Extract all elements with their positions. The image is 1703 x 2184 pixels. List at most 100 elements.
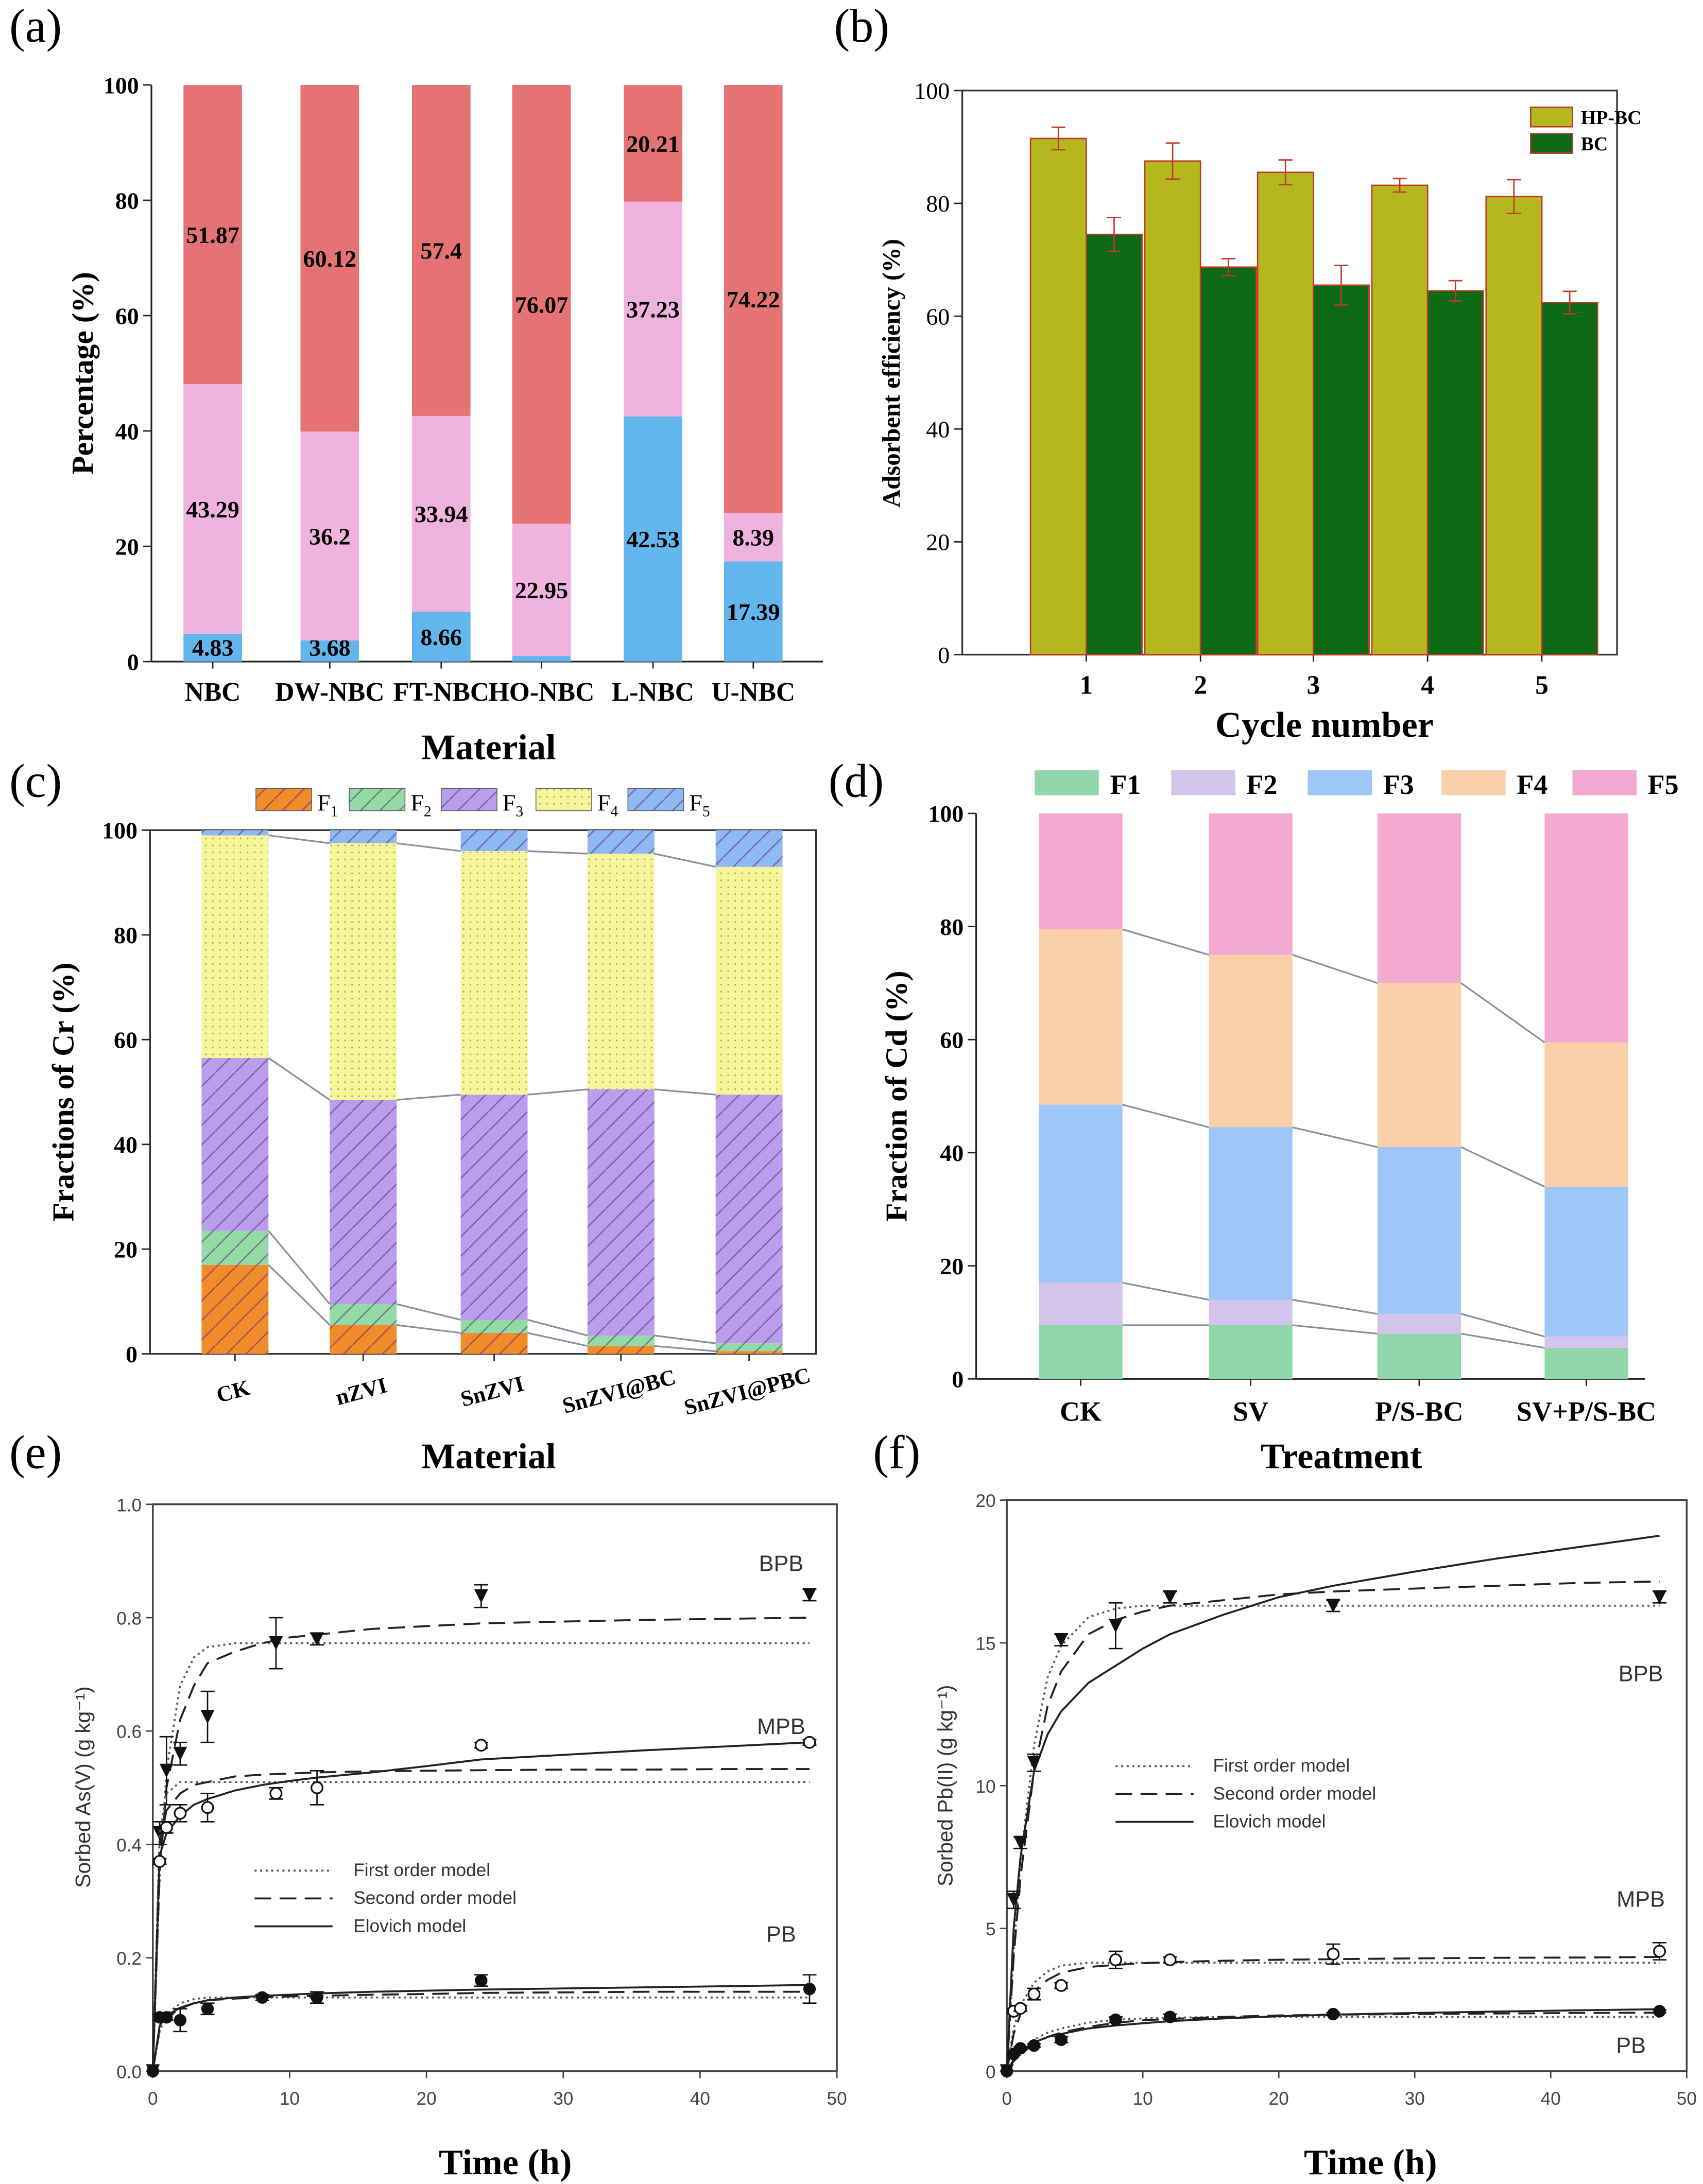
legend-hatch <box>536 788 592 811</box>
bar-segment <box>512 85 571 524</box>
data-label: 43.29 <box>186 496 239 523</box>
connector-line <box>654 1088 716 1096</box>
bar-hatch <box>460 1095 528 1320</box>
data-point <box>1163 2010 1177 2023</box>
legend-swatch <box>1572 770 1637 795</box>
bar-segment <box>183 633 242 662</box>
chart-d: 0 20 40 60 80 100 CK SV P/S-BC SV+P/S-BC F1 F2 F3 F4 F… <box>879 769 1678 1476</box>
legend-subscript: 3 <box>515 803 523 820</box>
data-point <box>310 1632 324 1646</box>
legend-label: HP-BC <box>1581 107 1642 129</box>
bar-segment <box>1039 929 1123 1105</box>
y-axis-title: Percentage (%) <box>65 272 99 475</box>
bar-hatch <box>587 854 655 1089</box>
connector-line <box>1122 1281 1209 1301</box>
connector-line <box>1292 1324 1378 1335</box>
legend-label: F1 <box>1110 769 1141 800</box>
bar-segment <box>1544 813 1628 1043</box>
data-point <box>146 2065 159 2078</box>
legend-label: Elovich model <box>1213 1811 1326 1831</box>
data-label: 76.07 <box>515 291 568 318</box>
data-label: 33.94 <box>415 501 468 527</box>
bar-segment <box>183 384 242 634</box>
y-tick-label: 80 <box>926 190 950 217</box>
bar-segment <box>724 561 783 662</box>
bar-hatch <box>460 1332 528 1354</box>
y-tick-label: 0 <box>127 649 139 675</box>
y-tick-label: 1.0 <box>116 1495 142 1515</box>
connector-line <box>527 1088 588 1096</box>
data-point <box>201 1801 214 1814</box>
x-tick-label: 40 <box>690 2089 710 2109</box>
model-curve-first-order <box>1006 1604 1660 2071</box>
bar-hatch <box>330 1304 397 1325</box>
bar <box>1144 160 1201 655</box>
data-point <box>1054 1633 1069 1647</box>
bar-segment <box>1377 983 1461 1147</box>
connector-line <box>1460 1313 1545 1338</box>
y-tick-label: 60 <box>115 303 139 329</box>
data-label: 8.39 <box>733 525 774 551</box>
bar-segment <box>624 416 682 662</box>
connector-line <box>396 1303 461 1321</box>
y-axis-title: Fractions of Cr (%) <box>46 963 80 1222</box>
panel-label-b: (b) <box>834 0 889 52</box>
data-point <box>256 1991 269 2004</box>
y-tick-label: 20 <box>115 533 139 560</box>
data-point <box>1014 2042 1027 2055</box>
x-axis-title: Material <box>421 727 556 767</box>
bar-segment <box>1209 1127 1293 1300</box>
series-label: MPB <box>757 1714 805 1739</box>
x-tick-label: SV+P/S-BC <box>1517 1396 1656 1427</box>
y-tick-label: 60 <box>114 1027 137 1053</box>
connector-line <box>1460 1332 1545 1349</box>
bar-segment <box>1039 1282 1123 1325</box>
x-tick-label: 0 <box>148 2089 158 2109</box>
bar <box>1485 196 1543 655</box>
model-curve-elovich <box>151 1984 810 2072</box>
bar-segment <box>1209 955 1293 1128</box>
panel-label-f: (f) <box>873 1426 920 1478</box>
bar-hatch <box>460 830 528 852</box>
plot-frame <box>152 1503 838 2072</box>
bar <box>1199 266 1257 655</box>
bar-segment <box>1544 1042 1628 1187</box>
bar-segment <box>1377 813 1461 983</box>
data-label: 17.39 <box>727 599 780 625</box>
model-curve-first-order <box>151 1781 810 2071</box>
x-axis-title: Time (h) <box>439 2142 572 2182</box>
y-tick-label: 0.0 <box>116 2062 142 2082</box>
x-tick-label: 4 <box>1421 670 1434 700</box>
data-point <box>1055 1979 1068 1992</box>
data-point <box>1014 2002 1027 2015</box>
series-label: PB <box>1616 2034 1646 2058</box>
y-tick-label: 60 <box>926 303 950 330</box>
bar-segment <box>724 513 783 562</box>
legend-label: F3 <box>1383 769 1414 800</box>
data-point <box>1006 1893 1021 1907</box>
bar-segment <box>300 640 359 662</box>
legend-hatch <box>441 788 497 811</box>
model-curve-elovich <box>1006 1535 1660 2071</box>
bar-hatch <box>201 1230 269 1265</box>
y-tick-label: 0 <box>952 1366 964 1393</box>
y-tick-label: 80 <box>940 914 964 940</box>
connector-line <box>397 842 461 852</box>
connector-line <box>1122 1104 1209 1129</box>
y-axis-title: Adsorbent efficiency (%) <box>878 239 905 508</box>
connector-line <box>1122 928 1209 956</box>
y-tick-label: 0.6 <box>116 1722 142 1742</box>
x-axis-title: Time (h) <box>1304 2142 1437 2182</box>
connector-line <box>1292 954 1378 984</box>
connector-line <box>654 853 716 868</box>
y-tick-label: 20 <box>114 1236 137 1262</box>
x-tick-label: 0 <box>1002 2089 1012 2109</box>
legend-subscript: 1 <box>331 803 338 820</box>
bar-segment <box>512 524 571 656</box>
bar-hatch <box>715 1095 783 1344</box>
bar <box>1541 302 1598 655</box>
connector-line <box>268 834 330 844</box>
legend-label: Second order model <box>1213 1783 1377 1804</box>
data-label: 57.4 <box>421 238 462 264</box>
